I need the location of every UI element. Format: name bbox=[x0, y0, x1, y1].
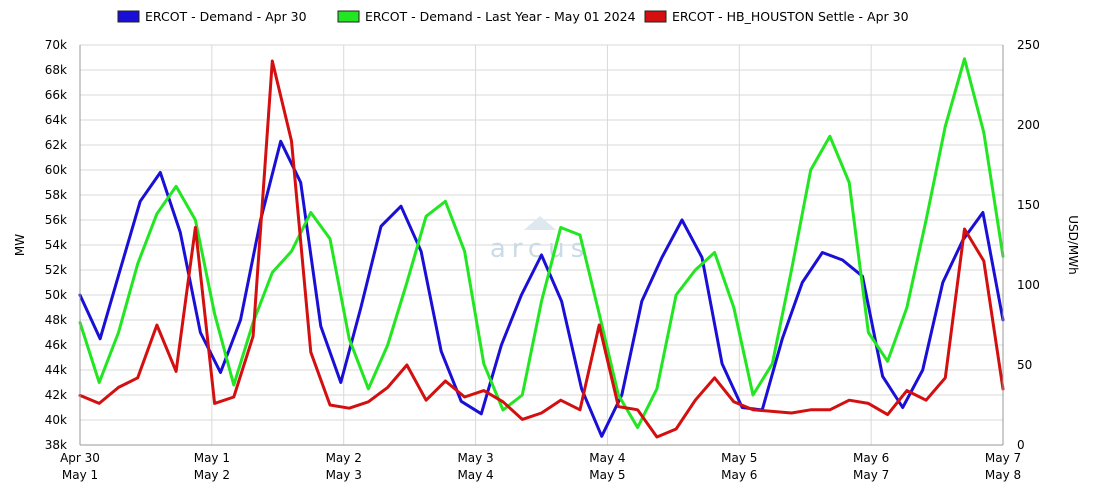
x-tick-label: May 5 bbox=[721, 451, 757, 465]
x-tick-label: May 4 bbox=[589, 451, 625, 465]
legend-label: ERCOT - Demand - Apr 30 bbox=[145, 9, 307, 24]
series-line-2[interactable] bbox=[78, 57, 1005, 429]
arcus-logo-icon bbox=[524, 216, 556, 230]
y-tick-label: 68k bbox=[45, 63, 67, 77]
y2-tick-label: 100 bbox=[1017, 278, 1040, 292]
x-tick-label: May 3 bbox=[457, 451, 493, 465]
x-tick-label-secondary: May 4 bbox=[457, 468, 493, 482]
y-tick-label: 42k bbox=[45, 388, 67, 402]
y-tick-label: 44k bbox=[45, 363, 67, 377]
series-line-1[interactable] bbox=[78, 139, 1005, 438]
y-tick-label: 40k bbox=[45, 413, 67, 427]
legend-item-1[interactable]: ERCOT - Demand - Apr 30 bbox=[117, 9, 307, 24]
y-tick-label: 52k bbox=[45, 263, 67, 277]
legend-label: ERCOT - Demand - Last Year - May 01 2024 bbox=[365, 9, 636, 24]
x-tick-label: May 6 bbox=[853, 451, 889, 465]
y2-tick-label: 0 bbox=[1017, 438, 1025, 452]
x-tick-label: May 7 bbox=[985, 451, 1021, 465]
y2-axis-title: USD/MWh bbox=[1066, 215, 1080, 275]
y-tick-label: 66k bbox=[45, 88, 67, 102]
legend-swatch bbox=[117, 10, 140, 23]
y-tick-label: 60k bbox=[45, 163, 67, 177]
legend-label: ERCOT - HB_HOUSTON Settle - Apr 30 bbox=[672, 9, 909, 24]
watermark: arcus bbox=[490, 216, 590, 264]
x-tick-label-secondary: May 8 bbox=[985, 468, 1021, 482]
axes bbox=[79, 45, 1004, 446]
x-tick-label-secondary: May 3 bbox=[326, 468, 362, 482]
legend[interactable]: ERCOT - Demand - Apr 30 ERCOT - Demand - … bbox=[117, 9, 909, 24]
legend-swatch bbox=[644, 10, 667, 23]
y2-tick-label: 150 bbox=[1017, 198, 1040, 212]
y-tick-label: 70k bbox=[45, 38, 67, 52]
x-tick-label: May 2 bbox=[326, 451, 362, 465]
legend-item-2[interactable]: ERCOT - Demand - Last Year - May 01 2024 bbox=[337, 9, 636, 24]
x-tick-label-secondary: May 7 bbox=[853, 468, 889, 482]
series-lines bbox=[78, 57, 1005, 439]
y-tick-label: 64k bbox=[45, 113, 67, 127]
watermark-text: arcus bbox=[490, 234, 590, 264]
legend-item-3[interactable]: ERCOT - HB_HOUSTON Settle - Apr 30 bbox=[644, 9, 909, 24]
x-tick-label: Apr 30 bbox=[60, 451, 100, 465]
y-tick-label: 56k bbox=[45, 213, 67, 227]
x-tick-label: May 1 bbox=[194, 451, 230, 465]
x-tick-label-secondary: May 1 bbox=[62, 468, 98, 482]
y-tick-label: 38k bbox=[45, 438, 67, 452]
y-tick-label: 46k bbox=[45, 338, 67, 352]
y2-tick-label: 50 bbox=[1017, 358, 1032, 372]
x-tick-label-secondary: May 6 bbox=[721, 468, 757, 482]
y-tick-label: 62k bbox=[45, 138, 67, 152]
y-tick-label: 48k bbox=[45, 313, 67, 327]
series-line-3[interactable] bbox=[78, 59, 1005, 439]
x-tick-label-secondary: May 2 bbox=[194, 468, 230, 482]
x-tick-label-secondary: May 5 bbox=[589, 468, 625, 482]
y-axis-title: MW bbox=[13, 234, 27, 256]
y-tick-label: 50k bbox=[45, 288, 67, 302]
y-tick-label: 58k bbox=[45, 188, 67, 202]
y-tick-label: 54k bbox=[45, 238, 67, 252]
y2-tick-label: 200 bbox=[1017, 118, 1040, 132]
legend-swatch bbox=[337, 10, 360, 23]
tick-labels: 38k 40k 42k 44k 46k 48k 50k 52k 54k 56k 58k 60k 62k 6… bbox=[45, 38, 1040, 482]
y2-tick-label: 250 bbox=[1017, 38, 1040, 52]
